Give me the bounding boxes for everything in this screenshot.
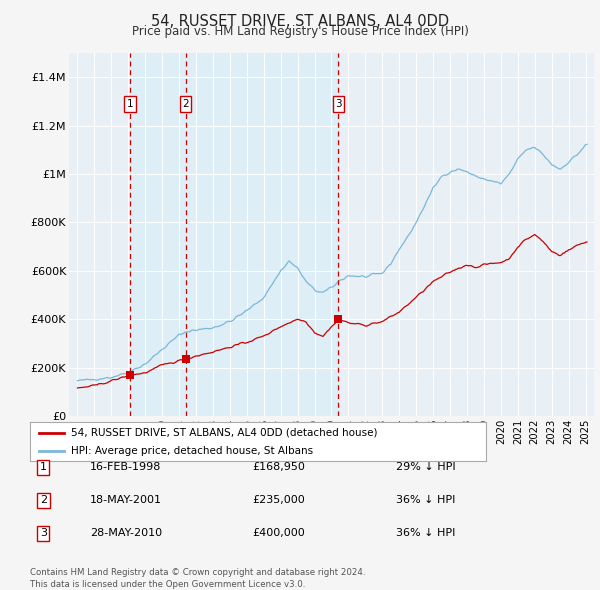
Text: 2: 2: [40, 496, 47, 505]
Text: 3: 3: [40, 529, 47, 538]
Text: 36% ↓ HPI: 36% ↓ HPI: [396, 496, 455, 505]
Text: £400,000: £400,000: [252, 529, 305, 538]
Text: £235,000: £235,000: [252, 496, 305, 505]
Text: 18-MAY-2001: 18-MAY-2001: [90, 496, 162, 505]
Bar: [130, 53, 338, 416]
Text: 54, RUSSET DRIVE, ST ALBANS, AL4 0DD: 54, RUSSET DRIVE, ST ALBANS, AL4 0DD: [151, 14, 449, 29]
Text: 54, RUSSET DRIVE, ST ALBANS, AL4 0DD (detached house): 54, RUSSET DRIVE, ST ALBANS, AL4 0DD (de…: [71, 428, 377, 438]
Text: Contains HM Land Registry data © Crown copyright and database right 2024.
This d: Contains HM Land Registry data © Crown c…: [30, 568, 365, 589]
Text: 16-FEB-1998: 16-FEB-1998: [90, 463, 161, 472]
Text: 3: 3: [335, 99, 342, 109]
Text: Price paid vs. HM Land Registry's House Price Index (HPI): Price paid vs. HM Land Registry's House …: [131, 25, 469, 38]
Text: 1: 1: [127, 99, 134, 109]
Text: 36% ↓ HPI: 36% ↓ HPI: [396, 529, 455, 538]
Text: 29% ↓ HPI: 29% ↓ HPI: [396, 463, 455, 472]
Text: £168,950: £168,950: [252, 463, 305, 472]
Text: 1: 1: [40, 463, 47, 472]
Text: HPI: Average price, detached house, St Albans: HPI: Average price, detached house, St A…: [71, 445, 313, 455]
Text: 2: 2: [182, 99, 189, 109]
Text: 28-MAY-2010: 28-MAY-2010: [90, 529, 162, 538]
